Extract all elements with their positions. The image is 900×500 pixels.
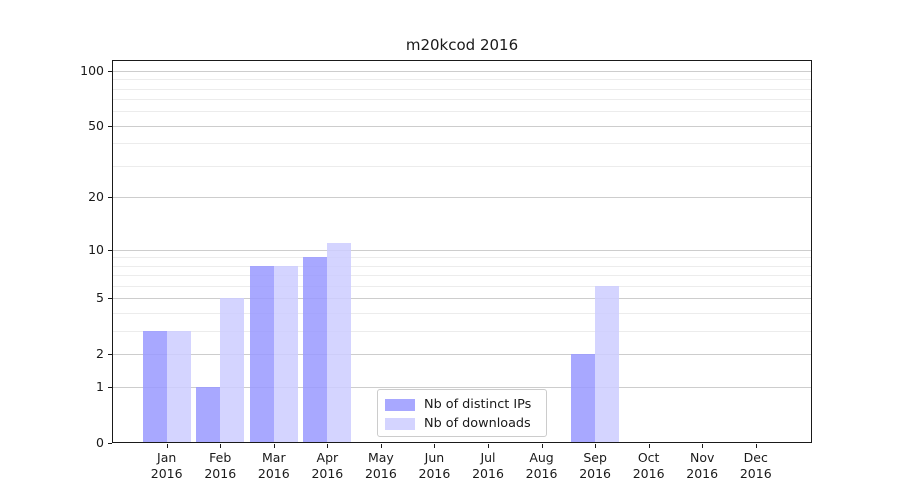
x-tick-label: Jan 2016 xyxy=(150,450,183,481)
x-tick-mark xyxy=(755,444,757,448)
minor-gridline xyxy=(112,88,812,90)
major-gridline xyxy=(112,70,812,72)
y-tick-label: 5 xyxy=(96,290,104,306)
y-tick-mark xyxy=(108,298,112,300)
chart-title: m20kcod 2016 xyxy=(405,36,519,54)
x-tick-label: Jun 2016 xyxy=(418,450,451,481)
x-tick-mark xyxy=(380,444,382,448)
legend-label: Nb of distinct IPs xyxy=(424,397,532,412)
minor-gridline xyxy=(112,143,812,145)
x-tick-mark xyxy=(220,444,222,448)
bar-distinct-ips xyxy=(249,265,274,443)
x-tick-label: Apr 2016 xyxy=(311,450,344,481)
major-gridline xyxy=(112,354,812,356)
bar-downloads xyxy=(327,242,352,443)
major-gridline xyxy=(112,197,812,199)
y-tick-label: 10 xyxy=(88,241,104,257)
x-tick-label: Mar 2016 xyxy=(257,450,290,481)
legend: Nb of distinct IPs Nb of downloads xyxy=(377,389,547,437)
x-tick-label: May 2016 xyxy=(364,450,397,481)
y-tick-mark xyxy=(108,443,112,444)
x-tick-mark xyxy=(166,444,168,448)
legend-swatch-downloads xyxy=(385,417,415,430)
x-tick-label: Sep 2016 xyxy=(579,450,611,481)
minor-gridline xyxy=(112,79,812,81)
x-tick-label: Feb 2016 xyxy=(204,450,237,481)
legend-item: Nb of distinct IPs xyxy=(385,395,538,414)
y-tick-mark xyxy=(108,70,112,72)
bar-distinct-ips xyxy=(303,257,328,443)
x-tick-mark xyxy=(541,444,543,448)
bar-downloads xyxy=(220,298,245,443)
y-tick-label: 1 xyxy=(96,379,104,395)
minor-gridline xyxy=(112,165,812,167)
minor-gridline xyxy=(112,331,812,333)
y-tick-label: 50 xyxy=(88,117,104,133)
x-tick-mark xyxy=(434,444,436,448)
x-tick-label: Jul 2016 xyxy=(472,450,504,481)
minor-gridline xyxy=(112,265,812,267)
y-tick-label: 0 xyxy=(96,435,104,450)
x-tick-label: Nov 2016 xyxy=(686,450,719,481)
minor-gridline xyxy=(112,257,812,259)
x-tick-label: Aug 2016 xyxy=(525,450,558,481)
bar-downloads xyxy=(273,265,298,443)
x-tick-mark xyxy=(702,444,704,448)
plot-frame xyxy=(112,60,812,443)
bar-downloads xyxy=(166,331,191,443)
major-gridline xyxy=(112,298,812,300)
x-tick-mark xyxy=(595,444,597,448)
minor-gridline xyxy=(112,313,812,315)
x-tick-label: Dec 2016 xyxy=(739,450,772,481)
major-gridline xyxy=(112,249,812,251)
bar-downloads xyxy=(595,286,620,443)
minor-gridline xyxy=(112,99,812,101)
major-gridline xyxy=(112,387,812,389)
minor-gridline xyxy=(112,275,812,277)
x-tick-mark xyxy=(648,444,650,448)
y-tick-mark xyxy=(108,197,112,199)
legend-item: Nb of downloads xyxy=(385,414,538,433)
minor-gridline xyxy=(112,286,812,288)
x-tick-mark xyxy=(327,444,329,448)
y-tick-label: 100 xyxy=(80,62,104,78)
bar-distinct-ips xyxy=(196,387,221,443)
y-tick-mark xyxy=(108,125,112,127)
y-tick-mark xyxy=(108,249,112,251)
x-tick-mark xyxy=(488,444,489,448)
y-tick-label: 2 xyxy=(96,346,104,362)
y-tick-mark xyxy=(108,354,112,356)
y-tick-mark xyxy=(108,387,112,389)
minor-gridline xyxy=(112,111,812,113)
major-gridline xyxy=(112,125,812,127)
legend-label: Nb of downloads xyxy=(424,416,531,431)
x-tick-label: Oct 2016 xyxy=(632,450,665,481)
bar-distinct-ips xyxy=(142,331,167,443)
y-tick-label: 20 xyxy=(88,189,104,205)
legend-swatch-distinct-ips xyxy=(385,398,415,411)
bar-distinct-ips xyxy=(571,354,596,443)
x-tick-mark xyxy=(273,444,275,448)
